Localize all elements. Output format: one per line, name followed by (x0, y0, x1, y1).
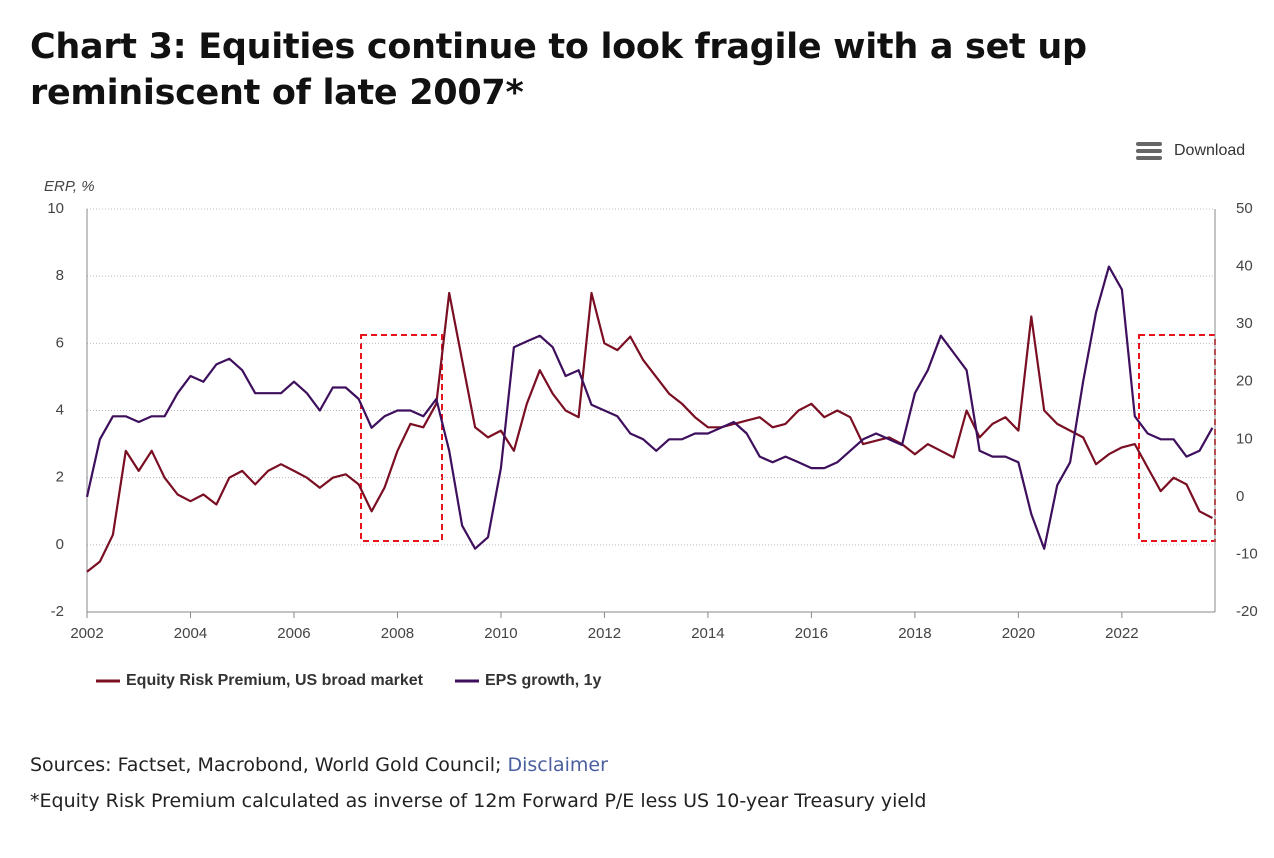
legend-item: EPS growth, 1y (454, 672, 602, 689)
y-tick-label: 10 (47, 200, 64, 217)
x-tick-label: 2008 (381, 625, 414, 642)
footnote: *Equity Risk Premium calculated as inver… (30, 790, 927, 812)
series-line (85, 265, 1214, 550)
menu-icon (1136, 142, 1162, 160)
x-tick-label: 2002 (70, 625, 103, 642)
x-tick-label: 2006 (277, 625, 310, 642)
y-axis-label: ERP, % (44, 178, 95, 195)
x-tick-label: 2022 (1105, 625, 1138, 642)
disclaimer-link[interactable]: Disclaimer (507, 754, 608, 776)
y2-tick-label: 40 (1236, 258, 1253, 275)
y2-tick-label: -10 (1236, 545, 1258, 562)
sources: Sources: Factset, Macrobond, World Gold … (30, 754, 608, 776)
sources-text: Sources: Factset, Macrobond, World Gold … (30, 754, 502, 776)
legend-item: Equity Risk Premium, US broad market (96, 672, 424, 689)
highlight-box (360, 334, 443, 542)
x-tick-label: 2020 (1002, 625, 1035, 642)
y-tick-label: -2 (51, 603, 64, 620)
x-tick-label: 2012 (588, 625, 621, 642)
x-tick-label: 2010 (484, 625, 517, 642)
y2-tick-label: 30 (1236, 315, 1253, 332)
y-tick-label: 0 (56, 536, 64, 553)
y2-tick-label: 20 (1236, 373, 1253, 390)
download-label: Download (1174, 142, 1246, 159)
legend-label: EPS growth, 1y (485, 672, 602, 689)
title: Chart 3: Equities continue to look fragi… (30, 27, 1087, 113)
x-tick-label: 2014 (691, 625, 724, 642)
series-line (86, 291, 1213, 573)
y-tick-label: 4 (56, 401, 64, 418)
y2-tick-label: -20 (1236, 603, 1258, 620)
y-tick-label: 6 (56, 334, 64, 351)
y-tick-label: 8 (56, 267, 64, 284)
y2-tick-label: 10 (1236, 430, 1253, 447)
y2-tick-label: 0 (1236, 488, 1244, 505)
x-tick-label: 2004 (174, 625, 207, 642)
x-tick-label: 2018 (898, 625, 931, 642)
highlight-box (1138, 334, 1216, 542)
y-tick-label: 2 (56, 469, 64, 486)
download-button[interactable]: Download (1136, 141, 1245, 161)
x-tick-label: 2016 (795, 625, 828, 642)
legend-label: Equity Risk Premium, US broad market (126, 672, 424, 689)
y2-tick-label: 50 (1236, 200, 1253, 217)
